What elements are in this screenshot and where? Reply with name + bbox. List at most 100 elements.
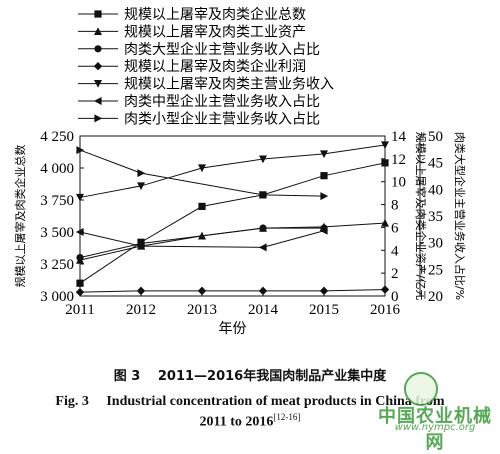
caption-reference: [12-16] bbox=[273, 412, 301, 422]
series-point bbox=[258, 286, 268, 296]
legend-marker bbox=[94, 27, 102, 35]
right-inner-axis-tick-label: 4 bbox=[391, 243, 399, 259]
left-axis-tick-label: 3 250 bbox=[40, 257, 74, 273]
caption-english-line2-text: 2011 to 2016 bbox=[199, 414, 274, 430]
legend-marker bbox=[94, 114, 103, 123]
series-point bbox=[198, 202, 206, 210]
series-point bbox=[320, 192, 329, 201]
series-line bbox=[79, 222, 386, 261]
legend: 规模以上屠宰及肉类企业总数规模以上屠宰及肉类工业资产肉类大型企业主营业务收入占比… bbox=[78, 6, 334, 127]
legend-label: 肉类中型企业主营业务收入占比 bbox=[124, 93, 320, 110]
right-inner-axis-tick-label: 0 bbox=[391, 289, 399, 305]
series-point bbox=[136, 286, 146, 296]
series-3 bbox=[76, 224, 328, 262]
legend-marker bbox=[93, 62, 103, 71]
series-point bbox=[137, 182, 145, 191]
legend-marker bbox=[94, 80, 102, 88]
series-point bbox=[380, 285, 390, 294]
x-axis-tick-label: 2015 bbox=[309, 302, 339, 318]
legend-entry-3: 肉类大型企业主营业务收入占比 bbox=[78, 41, 320, 58]
legend-label: 肉类大型企业主营业务收入占比 bbox=[124, 41, 320, 58]
legend-entry-6: 肉类中型企业主营业务收入占比 bbox=[78, 93, 320, 110]
series-6 bbox=[75, 226, 328, 252]
right-outer-axis-label: 肉类大型企业主营业务收入占比/% bbox=[453, 132, 467, 300]
series-point bbox=[259, 224, 267, 232]
chart: 规模以上屠宰及肉类企业总数规模以上屠宰及肉类工业资产肉类大型企业主营业务收入占比… bbox=[13, 6, 467, 337]
right-inner-axis-tick-label: 8 bbox=[391, 198, 399, 214]
right-outer-axis-tick-label: 35 bbox=[428, 209, 443, 225]
series-point bbox=[381, 218, 389, 227]
series-point bbox=[75, 228, 84, 236]
series-line bbox=[79, 227, 324, 259]
x-axis-tick-label: 2011 bbox=[65, 302, 94, 318]
right-outer-axis-tick-label: 20 bbox=[428, 289, 443, 305]
watermark-seal-icon bbox=[404, 372, 438, 406]
left-axis-tick-label: 4 250 bbox=[40, 129, 74, 145]
legend-label: 规模以上屠宰及肉类企业总数 bbox=[124, 6, 306, 23]
series-point bbox=[76, 254, 84, 262]
right-inner-axis-tick-label: 6 bbox=[391, 220, 399, 236]
x-axis-tick-label: 2013 bbox=[187, 302, 217, 318]
legend-marker bbox=[94, 45, 102, 53]
right-outer-axis-tick-label: 50 bbox=[428, 129, 443, 145]
x-axis-tick-label: 2012 bbox=[126, 302, 156, 318]
right-inner-axis-tick-label: 10 bbox=[391, 175, 406, 191]
legend-marker bbox=[94, 10, 102, 18]
series-5 bbox=[76, 141, 389, 202]
legend-label: 肉类小型企业主营业务收入占比 bbox=[124, 110, 320, 127]
left-axis-tick-label: 4 000 bbox=[40, 161, 74, 177]
caption-english-line1: Fig. 3 Industrial concentration of meat … bbox=[55, 394, 445, 409]
series-7 bbox=[76, 146, 329, 201]
left-axis-tick-label: 3 500 bbox=[40, 225, 74, 241]
right-inner-axis-tick-label: 12 bbox=[391, 152, 406, 168]
legend-entry-4: 规模以上屠宰及肉类企业利润 bbox=[78, 58, 306, 75]
series-point bbox=[197, 286, 207, 296]
series-line bbox=[79, 162, 386, 284]
right-outer-axis-tick-label: 40 bbox=[428, 182, 443, 198]
series-point bbox=[259, 190, 268, 199]
caption-english-line2: 2011 to 2016[12-16] bbox=[0, 412, 500, 431]
series-point bbox=[76, 146, 85, 155]
plot-frame bbox=[79, 135, 386, 297]
series-point bbox=[320, 172, 328, 180]
series-point bbox=[319, 286, 329, 296]
right-outer-axis-tick-label: 30 bbox=[428, 236, 443, 252]
series-line bbox=[79, 149, 325, 197]
series-point bbox=[136, 242, 145, 251]
right-inner-axis-tick-label: 14 bbox=[391, 129, 407, 145]
legend-marker bbox=[93, 97, 102, 105]
caption-chinese: 图 3 2011—2016年我国肉制品产业集中度 bbox=[113, 369, 387, 384]
right-outer-axis-tick-label: 25 bbox=[428, 262, 443, 278]
legend-label: 规模以上屠宰及肉类主营业务收入 bbox=[124, 77, 334, 93]
left-axis-label: 规模以上屠宰及肉类企业总数 bbox=[13, 145, 27, 288]
series-point bbox=[258, 243, 267, 252]
legend-label: 规模以上屠宰及肉类工业资产 bbox=[124, 24, 306, 40]
x-axis-tick-label: 2016 bbox=[370, 302, 401, 318]
series-line bbox=[79, 289, 386, 293]
watermark: 中国农业机械网 www.nympc.org bbox=[376, 372, 494, 453]
series-4 bbox=[75, 285, 390, 297]
legend-entry-2: 规模以上屠宰及肉类工业资产 bbox=[78, 24, 306, 40]
watermark-url: www.nympc.org bbox=[394, 422, 476, 433]
series-1 bbox=[76, 159, 389, 287]
series-point bbox=[381, 141, 389, 150]
legend-entry-7: 肉类小型企业主营业务收入占比 bbox=[78, 110, 320, 127]
series-point bbox=[137, 169, 146, 178]
series-point bbox=[198, 164, 206, 173]
left-axis-tick-label: 3 750 bbox=[40, 193, 74, 209]
series-point bbox=[76, 279, 84, 287]
x-axis-tick-label: 2014 bbox=[248, 302, 279, 318]
right-inner-axis-tick-label: 2 bbox=[391, 266, 399, 282]
legend-entry-1: 规模以上屠宰及肉类企业总数 bbox=[78, 6, 306, 23]
series-point bbox=[75, 287, 85, 297]
series-2 bbox=[76, 218, 389, 264]
left-axis-tick-label: 3 000 bbox=[40, 289, 74, 305]
series-point bbox=[381, 159, 389, 167]
series-point bbox=[320, 150, 328, 159]
series-line bbox=[79, 230, 325, 248]
x-axis-label: 年份 bbox=[219, 321, 247, 337]
legend-entry-5: 规模以上屠宰及肉类主营业务收入 bbox=[78, 77, 334, 93]
series-point bbox=[76, 193, 84, 202]
legend-label: 规模以上屠宰及肉类企业利润 bbox=[124, 58, 306, 75]
